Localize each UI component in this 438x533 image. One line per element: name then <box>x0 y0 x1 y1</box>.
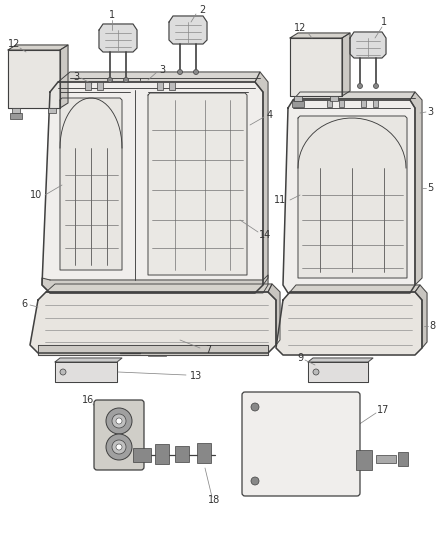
Polygon shape <box>60 45 68 108</box>
Text: 8: 8 <box>429 321 435 331</box>
Polygon shape <box>290 38 342 96</box>
Bar <box>133 448 151 462</box>
Polygon shape <box>298 116 407 278</box>
Polygon shape <box>46 284 272 292</box>
Bar <box>48 108 56 113</box>
Polygon shape <box>8 50 60 108</box>
Polygon shape <box>415 285 427 348</box>
Polygon shape <box>42 82 263 293</box>
Polygon shape <box>350 32 386 58</box>
Text: 16: 16 <box>82 395 94 405</box>
Polygon shape <box>255 72 268 285</box>
Bar <box>157 82 163 90</box>
Polygon shape <box>308 362 368 382</box>
Polygon shape <box>276 292 422 355</box>
Bar <box>292 101 304 107</box>
Polygon shape <box>38 345 268 355</box>
FancyBboxPatch shape <box>242 392 360 496</box>
Bar <box>339 100 344 107</box>
Polygon shape <box>410 92 422 285</box>
Bar <box>85 82 91 90</box>
Text: 5: 5 <box>427 183 433 193</box>
Polygon shape <box>290 33 350 38</box>
Bar <box>197 443 211 463</box>
Polygon shape <box>55 358 122 362</box>
Text: 1: 1 <box>109 10 115 20</box>
Bar <box>97 82 103 90</box>
Text: 2: 2 <box>199 5 205 15</box>
Polygon shape <box>342 33 350 96</box>
Circle shape <box>106 434 132 460</box>
Circle shape <box>251 477 259 485</box>
Polygon shape <box>55 362 117 382</box>
Text: 12: 12 <box>294 23 306 33</box>
Bar <box>356 450 372 470</box>
Circle shape <box>112 414 126 428</box>
Circle shape <box>313 369 319 375</box>
Polygon shape <box>268 284 280 345</box>
Polygon shape <box>58 72 260 82</box>
Text: 10: 10 <box>30 190 42 200</box>
Polygon shape <box>8 45 68 50</box>
FancyBboxPatch shape <box>94 400 144 470</box>
Bar <box>148 348 166 356</box>
Text: 11: 11 <box>274 195 286 205</box>
Bar <box>398 452 408 466</box>
Text: 9: 9 <box>297 353 303 363</box>
Circle shape <box>177 69 183 75</box>
Text: 14: 14 <box>259 230 271 240</box>
Circle shape <box>112 440 126 454</box>
Polygon shape <box>283 100 415 293</box>
Bar <box>327 100 332 107</box>
Polygon shape <box>99 24 137 52</box>
Text: 18: 18 <box>208 495 220 505</box>
Polygon shape <box>169 16 207 44</box>
Bar <box>10 113 22 119</box>
Bar <box>294 96 302 101</box>
Polygon shape <box>30 292 276 353</box>
Circle shape <box>124 77 128 83</box>
Polygon shape <box>60 98 122 270</box>
Text: 3: 3 <box>427 107 433 117</box>
Circle shape <box>357 84 363 88</box>
Bar <box>175 446 189 462</box>
Polygon shape <box>308 358 373 362</box>
Polygon shape <box>293 92 415 100</box>
Text: 3: 3 <box>159 65 165 75</box>
Circle shape <box>106 408 132 434</box>
Polygon shape <box>290 285 420 292</box>
Circle shape <box>116 444 122 450</box>
Polygon shape <box>42 275 268 293</box>
Text: 13: 13 <box>190 371 202 381</box>
Circle shape <box>107 77 113 83</box>
Text: 6: 6 <box>21 299 27 309</box>
Circle shape <box>60 369 66 375</box>
Circle shape <box>251 403 259 411</box>
Text: 3: 3 <box>73 72 79 82</box>
Text: 17: 17 <box>377 405 389 415</box>
Bar <box>373 100 378 107</box>
Bar <box>169 82 175 90</box>
Bar <box>361 100 366 107</box>
Bar <box>155 444 169 464</box>
Circle shape <box>116 418 122 424</box>
Bar <box>330 96 338 101</box>
Circle shape <box>374 84 378 88</box>
Bar <box>376 455 396 463</box>
Text: 4: 4 <box>267 110 273 120</box>
Polygon shape <box>148 93 247 275</box>
Text: 12: 12 <box>8 39 20 49</box>
Text: 7: 7 <box>205 345 211 355</box>
Text: 1: 1 <box>381 17 387 27</box>
Circle shape <box>194 69 198 75</box>
Bar <box>12 108 20 113</box>
